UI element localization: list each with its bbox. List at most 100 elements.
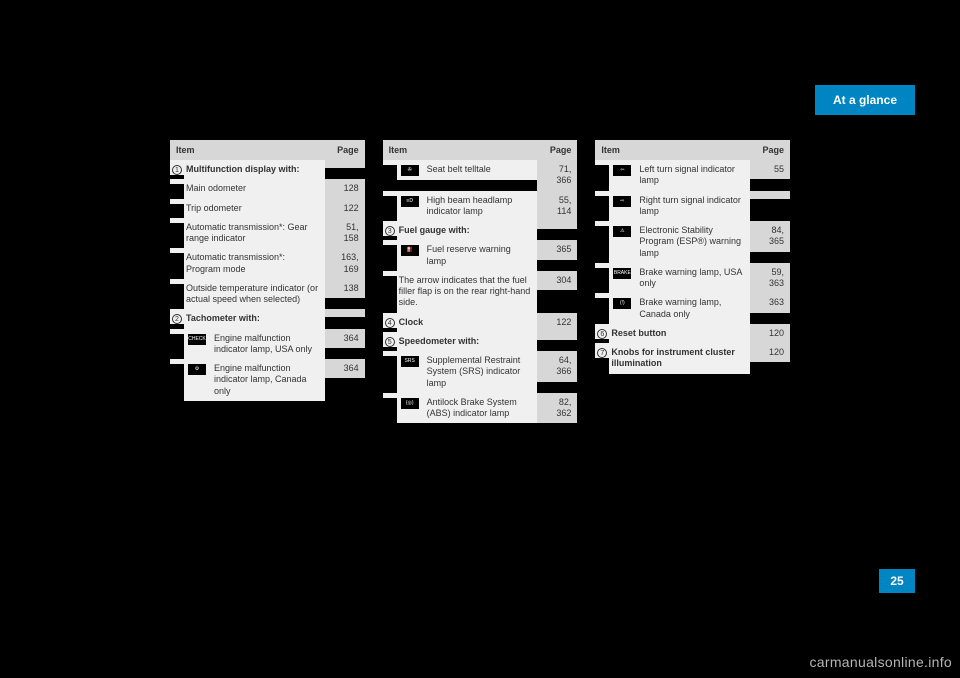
row-page: 363 [750, 293, 790, 312]
row-label: ✇Seat belt telltale [397, 160, 538, 180]
row-page: 122 [537, 313, 577, 332]
row-page [537, 221, 577, 229]
indicator-icon: CHECK ENGINE [188, 334, 206, 345]
header-item: Item [170, 140, 325, 160]
row-page: 364 [325, 359, 365, 378]
indicator-icon: ⇦ [613, 165, 631, 176]
row-number [383, 271, 397, 276]
table-row: ⛽Fuel reserve warning lamp365 [383, 240, 578, 271]
row-page [325, 160, 365, 168]
table-row: 1Multifunction display with: [170, 160, 365, 179]
row-number [170, 329, 184, 334]
row-number [170, 279, 184, 284]
table-row: Trip odometer122 [170, 199, 365, 218]
row-label: (!)Brake warning lamp, Canada only [609, 293, 750, 324]
row-number: 5 [383, 332, 397, 347]
indicator-icon: ✇ [401, 165, 419, 176]
row-label: The arrow indicates that the fuel filler… [397, 271, 538, 313]
table-row: The arrow indicates that the fuel filler… [383, 271, 578, 313]
row-page: 71,366 [537, 160, 577, 191]
table-row: ⇨Right turn signal indicator lamp [595, 191, 790, 222]
row-number [595, 191, 609, 196]
table-row: (!)Brake warning lamp, Canada only363 [595, 293, 790, 324]
row-number [170, 248, 184, 253]
row-page: 138 [325, 279, 365, 298]
columns-container: ItemPage1Multifunction display with:Main… [170, 85, 790, 423]
page-number: 25 [879, 569, 915, 593]
column-header: ItemPage [170, 140, 365, 160]
row-page: 365 [537, 240, 577, 259]
row-page: 128 [325, 179, 365, 198]
row-page: 51,158 [325, 218, 365, 249]
row-label: CHECK ENGINEEngine malfunction indicator… [184, 329, 325, 360]
table-row: Outside temperature indicator (or actual… [170, 279, 365, 310]
row-number [383, 351, 397, 356]
row-label: Trip odometer [184, 199, 325, 218]
row-number [595, 160, 609, 165]
row-number: 1 [170, 160, 184, 175]
table-row: 2Tachometer with: [170, 309, 365, 328]
table-row: 6Reset button120 [595, 324, 790, 343]
indicator-icon: (◎) [401, 398, 419, 409]
table-row: Main odometer128 [170, 179, 365, 198]
row-label: Outside temperature indicator (or actual… [184, 279, 325, 310]
header-page: Page [750, 140, 790, 160]
row-label: Multifunction display with: [184, 160, 325, 179]
header-item: Item [595, 140, 750, 160]
row-label: Clock [397, 313, 538, 332]
row-label: ≡DHigh beam headlamp indicator lamp [397, 191, 538, 222]
row-number: 7 [595, 343, 609, 358]
row-label: BRAKEBrake warning lamp, USA only [609, 263, 750, 294]
table-row: SRSSupplemental Restraint System (SRS) i… [383, 351, 578, 393]
row-label: ⚠Electronic Stability Program (ESP®) war… [609, 221, 750, 263]
indicator-icon: ⚠ [613, 226, 631, 237]
indicator-icon: ⚙ [188, 364, 206, 375]
row-label: Automatic transmission*: Gear range indi… [184, 218, 325, 249]
row-page: 122 [325, 199, 365, 218]
indicator-icon: ≡D [401, 196, 419, 207]
row-label: ⚙Engine malfunction indicator lamp, Cana… [184, 359, 325, 401]
row-page: 163,169 [325, 248, 365, 279]
row-label: Reset button [609, 324, 750, 343]
column-body: ⇦Left turn signal indicator lamp55⇨Right… [595, 160, 790, 374]
table-row: 7Knobs for instrument cluster illuminati… [595, 343, 790, 374]
column-3: ItemPage⇦Left turn signal indicator lamp… [595, 140, 790, 423]
table-row: CHECK ENGINEEngine malfunction indicator… [170, 329, 365, 360]
column-body: 1Multifunction display with:Main odomete… [170, 160, 365, 401]
indicator-icon: ⇨ [613, 196, 631, 207]
column-body: ✇Seat belt telltale71,366≡DHigh beam hea… [383, 160, 578, 423]
row-number: 2 [170, 309, 184, 324]
watermark: carmanualsonline.info [810, 654, 953, 670]
row-label: ⇨Right turn signal indicator lamp [609, 191, 750, 222]
row-number: 4 [383, 313, 397, 328]
header-page: Page [537, 140, 577, 160]
row-label: Automatic transmission*: Program mode [184, 248, 325, 279]
table-row: 4Clock122 [383, 313, 578, 332]
row-number [383, 191, 397, 196]
row-number [595, 263, 609, 268]
row-page: 82,362 [537, 393, 577, 424]
column-2: ItemPage✇Seat belt telltale71,366≡DHigh … [383, 140, 578, 423]
column-header: ItemPage [595, 140, 790, 160]
row-number [170, 179, 184, 184]
table-row: 5Speedometer with: [383, 332, 578, 351]
table-row: BRAKEBrake warning lamp, USA only59,363 [595, 263, 790, 294]
column-1: ItemPage1Multifunction display with:Main… [170, 140, 365, 423]
manual-page: At a glance ItemPage1Multifunction displ… [170, 85, 790, 545]
table-row: (◎)Antilock Brake System (ABS) indicator… [383, 393, 578, 424]
table-row: ⚠Electronic Stability Program (ESP®) war… [595, 221, 790, 263]
row-page: 55 [750, 160, 790, 179]
row-number [595, 221, 609, 226]
row-number [595, 293, 609, 298]
section-tab: At a glance [815, 85, 915, 115]
row-label: Knobs for instrument cluster illuminatio… [609, 343, 750, 374]
row-number [383, 240, 397, 245]
row-page [750, 191, 790, 199]
row-label: SRSSupplemental Restraint System (SRS) i… [397, 351, 538, 393]
table-row: ✇Seat belt telltale71,366 [383, 160, 578, 191]
row-label: Speedometer with: [397, 332, 538, 351]
row-page: 120 [750, 343, 790, 362]
indicator-icon: SRS [401, 356, 419, 367]
row-number [383, 393, 397, 398]
table-row: 3Fuel gauge with: [383, 221, 578, 240]
